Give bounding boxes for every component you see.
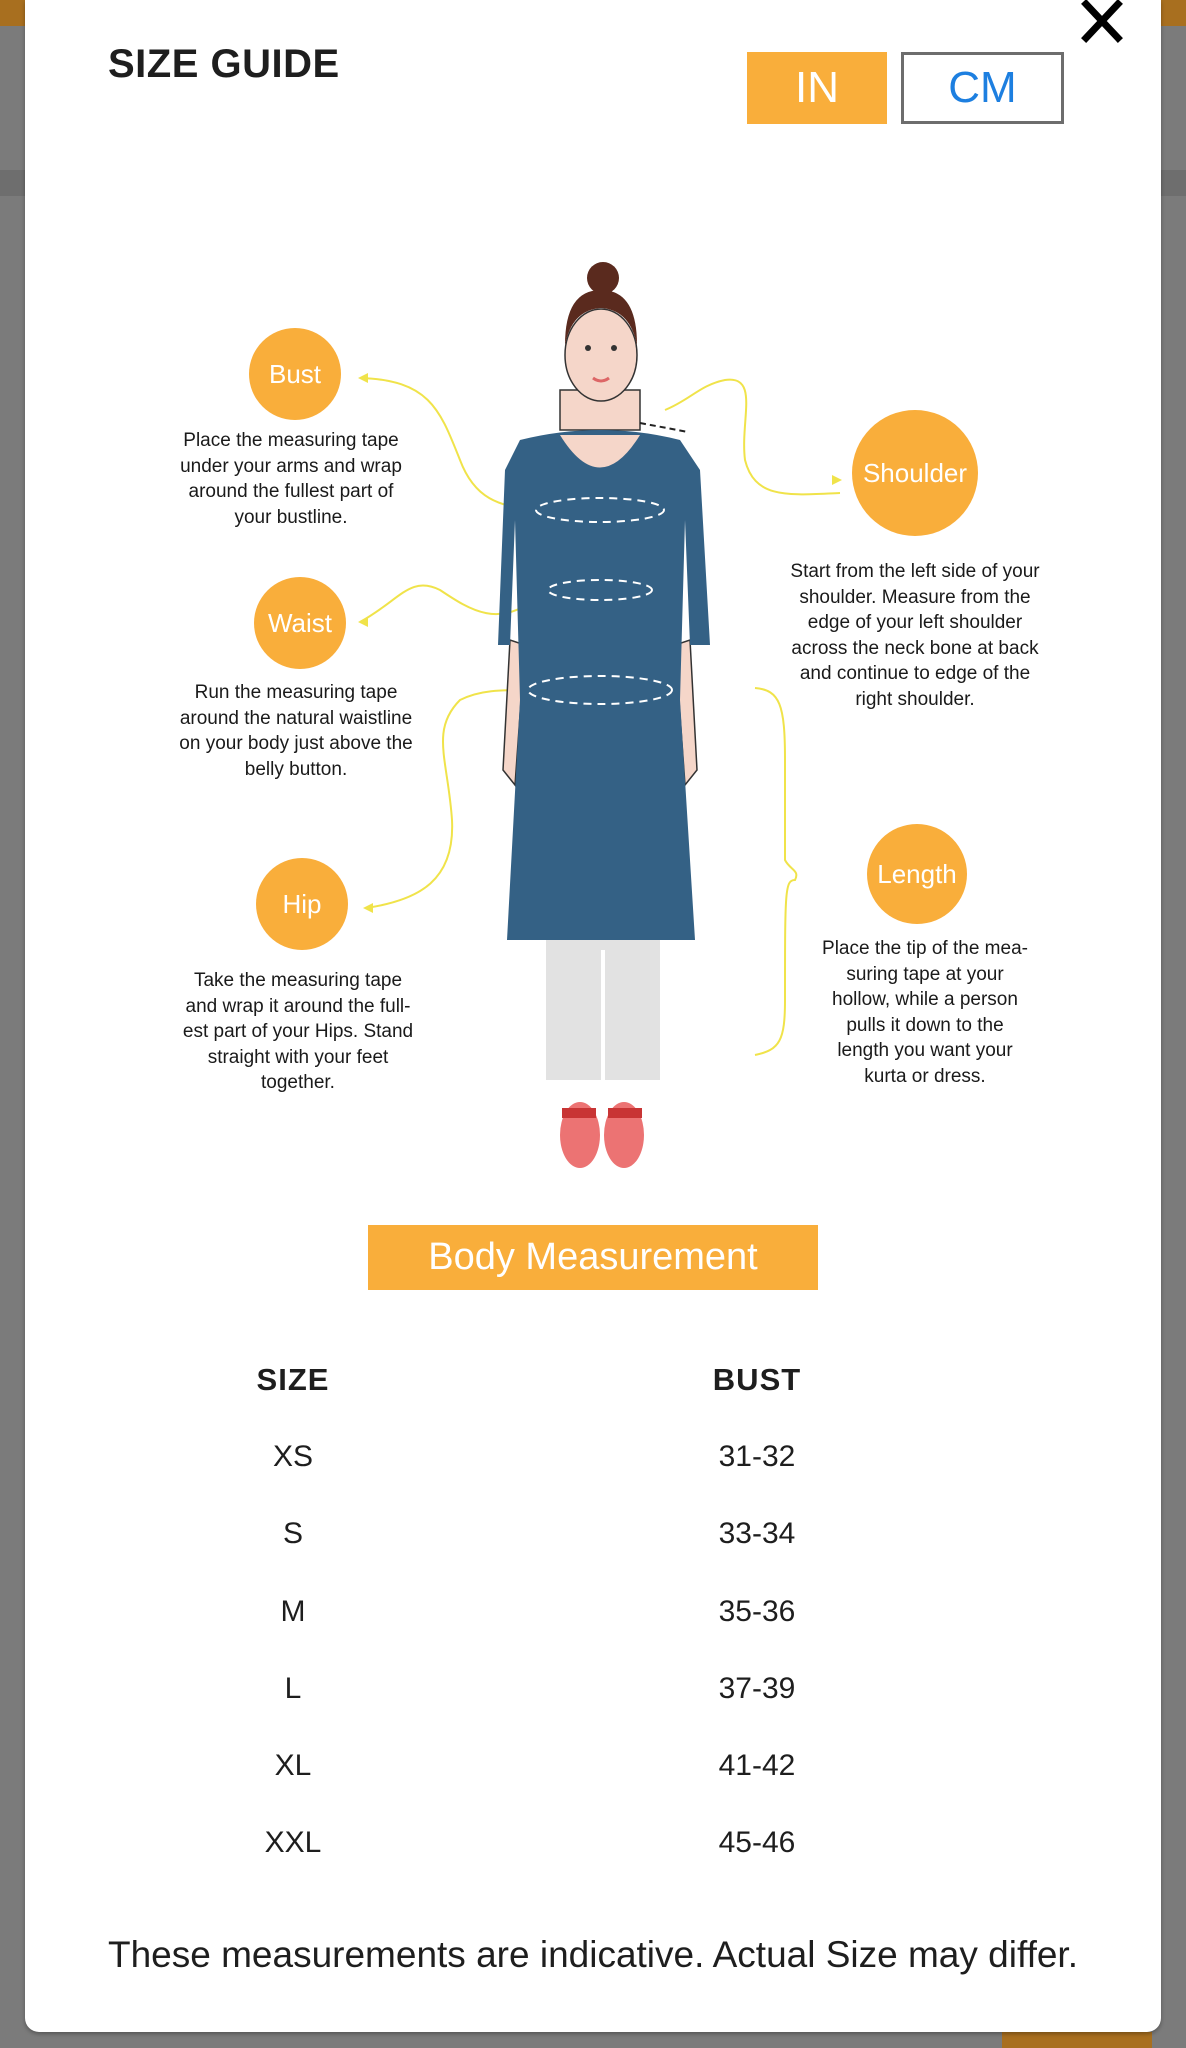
connector-arrowheads bbox=[358, 373, 842, 913]
hip-description: Take the measuring tape and wrap it arou… bbox=[182, 970, 414, 1093]
figure-shoe-left bbox=[560, 1102, 600, 1168]
shoulder-badge: Shoulder bbox=[852, 410, 978, 536]
size-cell: XXL bbox=[264, 1826, 322, 1859]
figure-head bbox=[564, 308, 638, 402]
bust-badge: Bust bbox=[249, 328, 341, 420]
body-measurement-heading: Body Measurement bbox=[368, 1225, 818, 1290]
figure-dress bbox=[498, 430, 710, 940]
disclaimer-text: These measurements are indicative. Actua… bbox=[107, 1934, 1078, 1975]
close-button[interactable] bbox=[1080, 0, 1124, 44]
unit-toggle-in[interactable]: IN bbox=[747, 52, 887, 124]
close-icon bbox=[1081, 0, 1123, 43]
column-header-size: SIZE bbox=[256, 1362, 330, 1397]
bust-cell: 33-34 bbox=[718, 1517, 796, 1550]
bust-cell: 45-46 bbox=[718, 1826, 796, 1859]
bust-description: Place the measuring tape under your arms… bbox=[180, 430, 402, 528]
shoulder-description: Start from the left side of your shoulde… bbox=[790, 561, 1040, 710]
bust-cell: 37-39 bbox=[718, 1672, 796, 1705]
waist-description: Run the measuring tape around the natura… bbox=[179, 682, 413, 780]
hip-badge: Hip bbox=[256, 858, 348, 950]
waist-badge: Waist bbox=[254, 577, 346, 669]
unit-toggle-cm[interactable]: CM bbox=[901, 52, 1064, 124]
page-title: SIZE GUIDE bbox=[108, 42, 340, 86]
length-badge: Length bbox=[867, 824, 967, 924]
column-header-bust: BUST bbox=[712, 1362, 802, 1397]
background-scroll-top-button bbox=[1002, 2032, 1152, 2048]
figure-shoe-right bbox=[604, 1102, 644, 1168]
size-cell: S bbox=[282, 1517, 303, 1550]
bust-cell: 31-32 bbox=[718, 1440, 796, 1473]
size-cell: M bbox=[280, 1595, 306, 1628]
size-cell: XL bbox=[274, 1749, 312, 1782]
size-cell: XS bbox=[272, 1440, 314, 1473]
size-cell: L bbox=[284, 1672, 302, 1705]
bust-cell: 35-36 bbox=[718, 1595, 796, 1628]
bust-cell: 41-42 bbox=[718, 1749, 796, 1782]
length-description: Place the tip of the mea- suring tape at… bbox=[822, 938, 1028, 1087]
measurement-illustration bbox=[358, 262, 842, 1168]
